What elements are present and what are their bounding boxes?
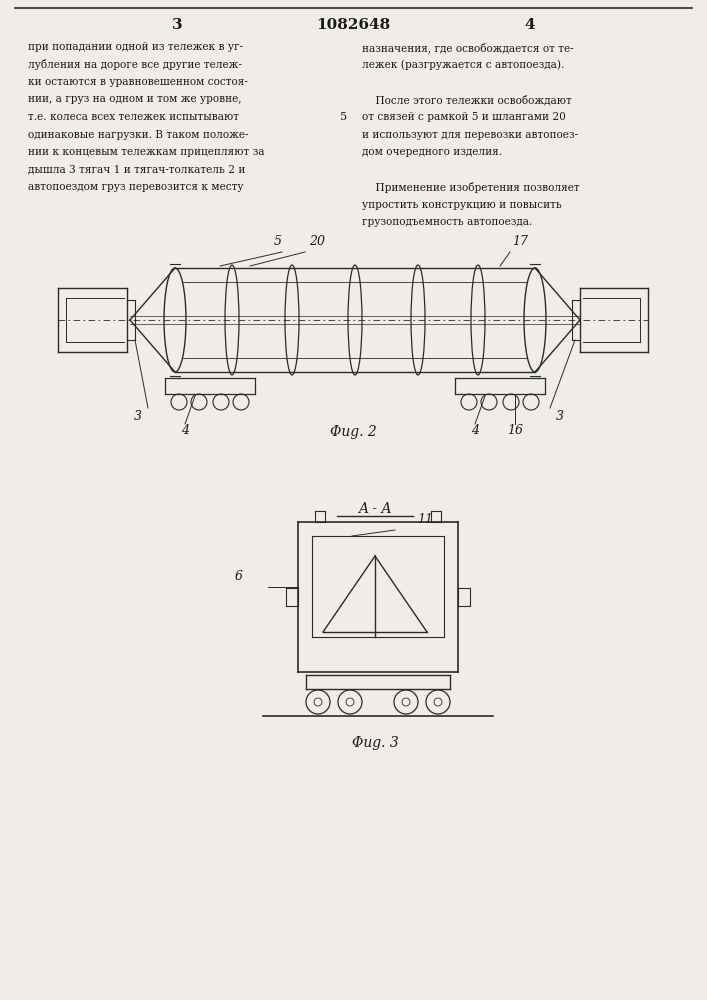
Text: Φug. 2: Φug. 2 bbox=[329, 425, 376, 439]
Text: 1082648: 1082648 bbox=[316, 18, 390, 32]
Text: 3: 3 bbox=[134, 410, 142, 423]
Text: одинаковые нагрузки. В таком положе-: одинаковые нагрузки. В таком положе- bbox=[28, 129, 248, 139]
Text: дышла 3 тягач 1 и тягач-толкатель 2 и: дышла 3 тягач 1 и тягач-толкатель 2 и bbox=[28, 164, 245, 174]
Text: дом очередного изделия.: дом очередного изделия. bbox=[362, 147, 502, 157]
Text: 3: 3 bbox=[172, 18, 182, 32]
Text: назначения, где освобождается от те-: назначения, где освобождается от те- bbox=[362, 42, 573, 53]
Text: автопоездом груз перевозится к месту: автопоездом груз перевозится к месту bbox=[28, 182, 243, 192]
Text: A - A: A - A bbox=[358, 502, 392, 516]
Text: грузоподъемность автопоезда.: грузоподъемность автопоезда. bbox=[362, 217, 532, 227]
Text: Φug. 3: Φug. 3 bbox=[351, 736, 398, 750]
Text: лежек (разгружается с автопоезда).: лежек (разгружается с автопоезда). bbox=[362, 60, 564, 70]
Text: 11: 11 bbox=[417, 513, 433, 526]
Text: от связей с рамкой 5 и шлангами 20: от связей с рамкой 5 и шлангами 20 bbox=[362, 112, 566, 122]
Text: 6: 6 bbox=[235, 570, 243, 583]
Text: нии к концевым тележкам прицепляют за: нии к концевым тележкам прицепляют за bbox=[28, 147, 264, 157]
Text: После этого тележки освобождают: После этого тележки освобождают bbox=[362, 95, 572, 105]
Text: 4: 4 bbox=[181, 424, 189, 437]
Text: 16: 16 bbox=[507, 424, 523, 437]
Text: 20: 20 bbox=[309, 235, 325, 248]
Text: 5: 5 bbox=[274, 235, 282, 248]
Text: 17: 17 bbox=[512, 235, 528, 248]
Text: 5: 5 bbox=[341, 112, 348, 122]
Text: и используют для перевозки автопоез-: и используют для перевозки автопоез- bbox=[362, 129, 578, 139]
Text: 4: 4 bbox=[525, 18, 535, 32]
Text: при попадании одной из тележек в уг-: при попадании одной из тележек в уг- bbox=[28, 42, 243, 52]
Text: т.е. колеса всех тележек испытывают: т.е. колеса всех тележек испытывают bbox=[28, 112, 239, 122]
Text: упростить конструкцию и повысить: упростить конструкцию и повысить bbox=[362, 200, 562, 210]
Text: лубления на дороге все другие тележ-: лубления на дороге все другие тележ- bbox=[28, 60, 242, 70]
Text: Применение изобретения позволяет: Применение изобретения позволяет bbox=[362, 182, 580, 193]
Text: 3: 3 bbox=[556, 410, 564, 423]
Text: нии, а груз на одном и том же уровне,: нии, а груз на одном и том же уровне, bbox=[28, 95, 242, 104]
Text: 4: 4 bbox=[471, 424, 479, 437]
Text: ки остаются в уравновешенном состоя-: ки остаются в уравновешенном состоя- bbox=[28, 77, 248, 87]
